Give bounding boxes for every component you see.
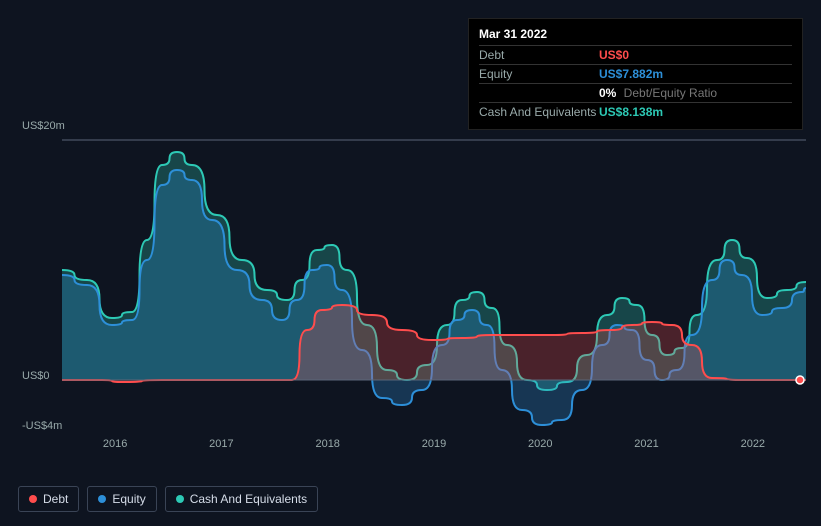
tooltip-value: US$7.882m <box>599 67 663 81</box>
tooltip-ratio: 0% Debt/Equity Ratio <box>599 86 717 100</box>
tooltip-row: EquityUS$7.882m <box>479 64 792 83</box>
chart-tooltip: Mar 31 2022 DebtUS$0EquityUS$7.882m0% De… <box>468 18 803 130</box>
tooltip-label <box>479 86 599 100</box>
x-axis: 2016201720182019202020212022 <box>62 438 806 450</box>
x-axis-label: 2020 <box>487 438 593 450</box>
x-axis-label: 2016 <box>62 438 168 450</box>
x-axis-label: 2018 <box>275 438 381 450</box>
x-axis-label: 2021 <box>593 438 699 450</box>
legend-label: Debt <box>43 492 68 506</box>
legend-label: Equity <box>112 492 145 506</box>
x-axis-label: 2017 <box>168 438 274 450</box>
y-axis-label: -US$4m <box>22 420 62 432</box>
legend-item-equity[interactable]: Equity <box>87 486 156 512</box>
tooltip-label: Equity <box>479 67 599 81</box>
tooltip-label: Debt <box>479 48 599 62</box>
tooltip-row: Cash And EquivalentsUS$8.138m <box>479 102 792 121</box>
tooltip-label: Cash And Equivalents <box>479 105 599 119</box>
y-axis-label: US$20m <box>22 120 65 132</box>
tooltip-value: US$8.138m <box>599 105 663 119</box>
legend-dot-icon <box>176 495 184 503</box>
tooltip-row: 0% Debt/Equity Ratio <box>479 83 792 102</box>
x-axis-label: 2022 <box>700 438 806 450</box>
tooltip-date: Mar 31 2022 <box>479 27 792 45</box>
tooltip-value: US$0 <box>599 48 629 62</box>
legend-dot-icon <box>29 495 37 503</box>
y-axis-label: US$0 <box>22 370 50 382</box>
legend-item-debt[interactable]: Debt <box>18 486 79 512</box>
x-axis-label: 2019 <box>381 438 487 450</box>
legend: Debt Equity Cash And Equivalents <box>18 486 318 512</box>
legend-item-cash-and-equivalents[interactable]: Cash And Equivalents <box>165 486 318 512</box>
chart-area: US$20mUS$0-US$4m 20162017201820192020202… <box>16 120 806 450</box>
series-area-equity <box>62 170 806 425</box>
debt-marker-dot <box>796 376 804 384</box>
legend-dot-icon <box>98 495 106 503</box>
chart-plot[interactable] <box>62 130 806 430</box>
legend-label: Cash And Equivalents <box>190 492 307 506</box>
tooltip-row: DebtUS$0 <box>479 45 792 64</box>
